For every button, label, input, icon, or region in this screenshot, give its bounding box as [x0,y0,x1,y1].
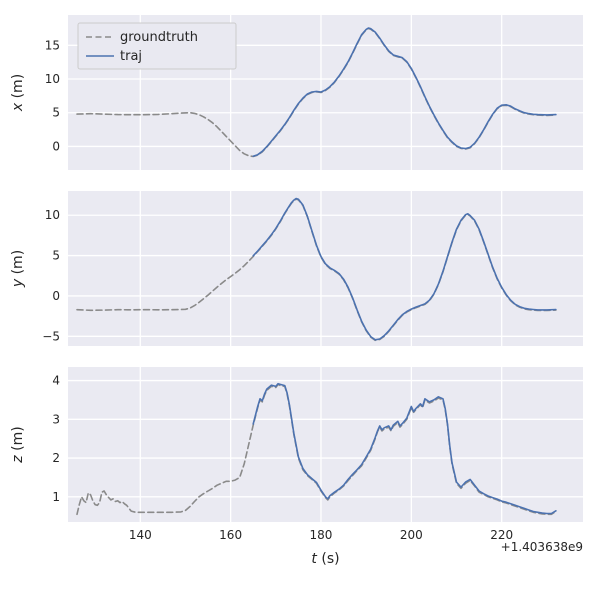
y-tick-label: 3 [52,412,60,426]
legend-label-traj: traj [120,49,142,64]
y-tick-label: 1 [52,490,60,504]
x-tick-label: 200 [400,528,423,542]
subplot-x: 0 5 10 15 x (m) groundtruth traj [10,15,583,170]
series-traj [252,27,557,157]
y-tick-label: 10 [45,208,60,222]
y-tick-label: 5 [52,249,60,263]
plot-panel [68,367,583,522]
plot-panel [68,191,583,346]
subplot-z: 1 2 3 4 z (m) 140 160 180 200 220+1.403638e9 t (s) [10,367,583,567]
y-axis-label-x: x (m) [10,74,26,112]
x-axis-offset-text: +1.403638e9 [501,540,583,554]
y-tick-label: 4 [52,374,60,388]
y-tick-label: 0 [52,139,60,153]
gridlines [68,191,583,346]
series-traj [252,197,557,341]
y-axis-label-z: z (m) [10,426,26,463]
y-tick-label: 15 [45,38,60,52]
y-tick-label: 0 [52,289,60,303]
series-traj [252,382,557,515]
legend-label-groundtruth: groundtruth [120,30,198,45]
gridlines [68,367,583,522]
legend: groundtruth traj [77,22,237,70]
y-axis-label-y: y (m) [10,250,26,288]
y-tick-label: 5 [52,106,60,120]
x-tick-label: 160 [219,528,242,542]
x-axis-label: t (s) [311,551,339,567]
x-tick-label: 140 [129,528,152,542]
x-tick-label: 220 [490,528,513,542]
y-tick-label: −5 [42,329,60,343]
x-tick-label: 180 [310,528,333,542]
legend-box [77,22,237,70]
subplot-y: −5 0 5 10 y (m) [10,191,583,346]
y-tick-label: 10 [45,72,60,86]
y-tick-label: 2 [52,451,60,465]
